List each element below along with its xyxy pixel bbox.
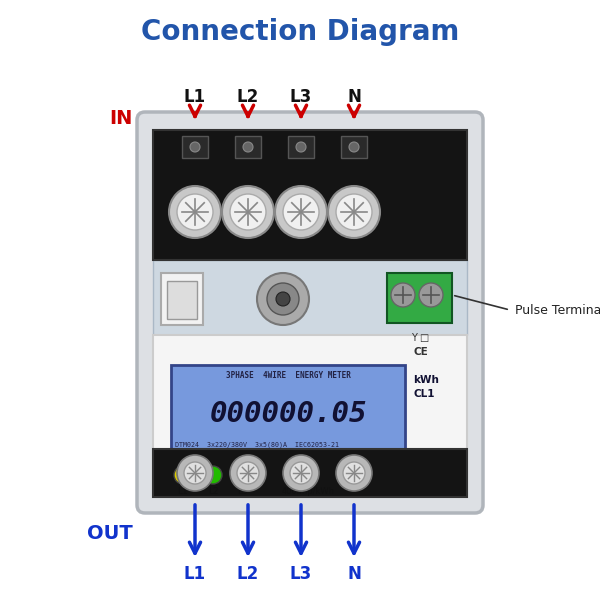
Circle shape <box>204 466 222 484</box>
Circle shape <box>276 292 290 306</box>
Circle shape <box>177 455 213 491</box>
Text: Connection Diagram: Connection Diagram <box>141 18 459 46</box>
Text: L2: L2 <box>237 88 259 106</box>
Circle shape <box>177 194 213 230</box>
Text: Pulse Terminal: Pulse Terminal <box>515 304 600 317</box>
Text: kWh: kWh <box>413 375 439 385</box>
Text: L2: L2 <box>237 565 259 583</box>
Circle shape <box>349 142 359 152</box>
Text: DTM024  3x220/380V  3x5(80)A  IEC62053-21: DTM024 3x220/380V 3x5(80)A IEC62053-21 <box>175 442 339 448</box>
Circle shape <box>419 283 443 307</box>
Text: N: N <box>347 565 361 583</box>
Circle shape <box>336 455 372 491</box>
Text: L1: L1 <box>178 487 188 496</box>
Text: 000000.05: 000000.05 <box>209 400 367 428</box>
Circle shape <box>267 283 299 315</box>
FancyBboxPatch shape <box>153 260 467 335</box>
Circle shape <box>237 462 259 484</box>
Text: L3: L3 <box>290 565 312 583</box>
Bar <box>161 273 203 325</box>
Circle shape <box>184 462 206 484</box>
Text: N: N <box>347 88 361 106</box>
Bar <box>235 136 261 158</box>
Circle shape <box>169 186 221 238</box>
Circle shape <box>222 186 274 238</box>
Circle shape <box>230 194 266 230</box>
Circle shape <box>257 273 309 325</box>
Circle shape <box>296 142 306 152</box>
Circle shape <box>391 283 415 307</box>
Text: CE: CE <box>413 347 428 357</box>
Text: 3PHASE  4WIRE  ENERGY METER: 3PHASE 4WIRE ENERGY METER <box>226 371 350 380</box>
Text: L1: L1 <box>184 565 206 583</box>
Bar <box>153 130 467 260</box>
Circle shape <box>328 186 380 238</box>
Circle shape <box>190 142 200 152</box>
Text: L1: L1 <box>184 88 206 106</box>
Bar <box>153 449 467 497</box>
Text: L3: L3 <box>290 88 312 106</box>
Bar <box>182 136 208 158</box>
Bar <box>288 136 314 158</box>
Circle shape <box>243 142 253 152</box>
Text: IN: IN <box>110 109 133 128</box>
Circle shape <box>343 462 365 484</box>
Bar <box>341 136 367 158</box>
Bar <box>153 335 467 495</box>
Circle shape <box>234 466 252 484</box>
Text: CL1: CL1 <box>413 389 434 399</box>
Circle shape <box>283 194 319 230</box>
Text: Y □: Y □ <box>411 333 429 343</box>
Text: L3: L3 <box>238 487 248 496</box>
Circle shape <box>290 462 312 484</box>
Bar <box>171 365 405 455</box>
Circle shape <box>230 455 266 491</box>
Text: OUT: OUT <box>87 524 133 543</box>
Text: L2: L2 <box>208 487 218 496</box>
Circle shape <box>174 466 192 484</box>
Text: 400imp/kWh: 400imp/kWh <box>281 487 335 496</box>
Circle shape <box>299 466 317 484</box>
Bar <box>387 273 452 323</box>
Circle shape <box>336 194 372 230</box>
Circle shape <box>275 186 327 238</box>
Bar <box>167 281 197 319</box>
FancyBboxPatch shape <box>137 112 483 513</box>
Circle shape <box>283 455 319 491</box>
